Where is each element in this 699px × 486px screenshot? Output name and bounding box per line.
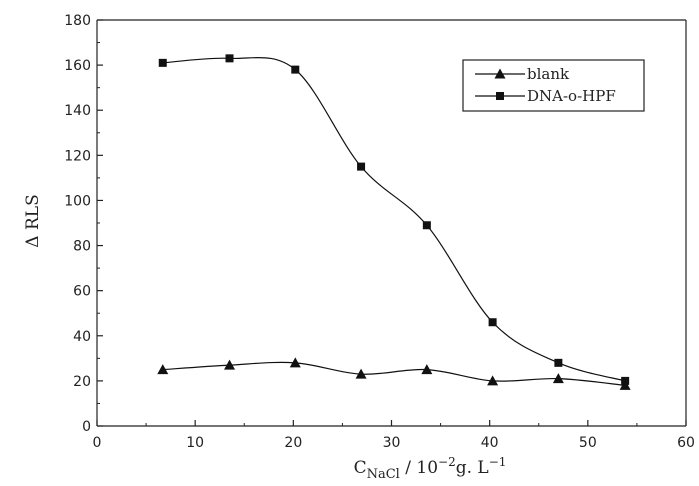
x-axis-title-power2: −1 xyxy=(489,455,507,469)
x-tick-group: 0 10 20 30 40 50 60 xyxy=(93,420,695,451)
y-tick-label: 80 xyxy=(73,239,91,255)
x-axis-title-power: −2 xyxy=(438,455,456,469)
x-tick-label: 0 xyxy=(93,435,102,451)
series-triangle xyxy=(157,357,631,390)
x-axis-title-units: / 10 xyxy=(400,458,438,478)
y-tick-label: 0 xyxy=(82,419,91,435)
legend-box xyxy=(462,59,645,112)
data-point-square xyxy=(621,376,630,385)
data-point-triangle xyxy=(289,357,301,368)
x-tick-label: 50 xyxy=(579,435,597,451)
x-axis-title-units-mid: g. L xyxy=(456,458,489,478)
x-axis-title-base: C xyxy=(354,458,367,478)
y-tick-group: 0 20 40 60 80 100 120 140 160 180 xyxy=(64,13,103,435)
x-tick-label: 40 xyxy=(481,435,499,451)
x-tick-label: 10 xyxy=(186,435,204,451)
data-point-square xyxy=(357,162,366,171)
legend-marker xyxy=(494,68,506,79)
data-point-triangle xyxy=(619,379,631,390)
legend-label: DNA-o-HPF xyxy=(527,87,616,105)
x-axis-title-subscript: NaCl xyxy=(367,467,400,482)
legend-label: blank xyxy=(527,65,570,83)
y-tick-label: 140 xyxy=(64,103,91,119)
data-point-triangle xyxy=(355,368,367,379)
y-tick-label: 100 xyxy=(64,193,91,209)
data-point-triangle xyxy=(487,375,499,386)
data-point-square xyxy=(554,358,563,367)
x-tick-label: 30 xyxy=(383,435,401,451)
y-tick-label: 20 xyxy=(73,374,91,390)
data-point-square xyxy=(225,54,234,63)
series-line xyxy=(162,361,626,386)
series-square xyxy=(158,54,630,385)
x-tick-label: 60 xyxy=(677,435,695,451)
data-point-triangle xyxy=(157,364,169,375)
data-point-square xyxy=(158,58,167,67)
y-tick-label: 40 xyxy=(73,329,91,345)
x-axis-title: CNaCl / 10−2g. L−1 xyxy=(354,455,507,482)
y-tick-label: 160 xyxy=(64,58,91,74)
data-point-square xyxy=(422,221,431,230)
legend-marker xyxy=(496,92,504,100)
series-line xyxy=(162,56,626,382)
data-point-triangle xyxy=(224,359,236,370)
y-tick-label: 60 xyxy=(73,284,91,300)
series-layer xyxy=(157,54,631,390)
legend: blank DNA-o-HPF xyxy=(462,59,645,112)
data-point-square xyxy=(488,318,497,327)
x-tick-label: 20 xyxy=(284,435,302,451)
data-point-square xyxy=(291,65,300,74)
y-tick-label: 120 xyxy=(64,148,91,164)
data-point-triangle xyxy=(421,364,433,375)
data-point-triangle xyxy=(552,373,564,384)
y-tick-label: 180 xyxy=(64,13,91,29)
y-axis-title: Δ RLS xyxy=(23,194,43,247)
